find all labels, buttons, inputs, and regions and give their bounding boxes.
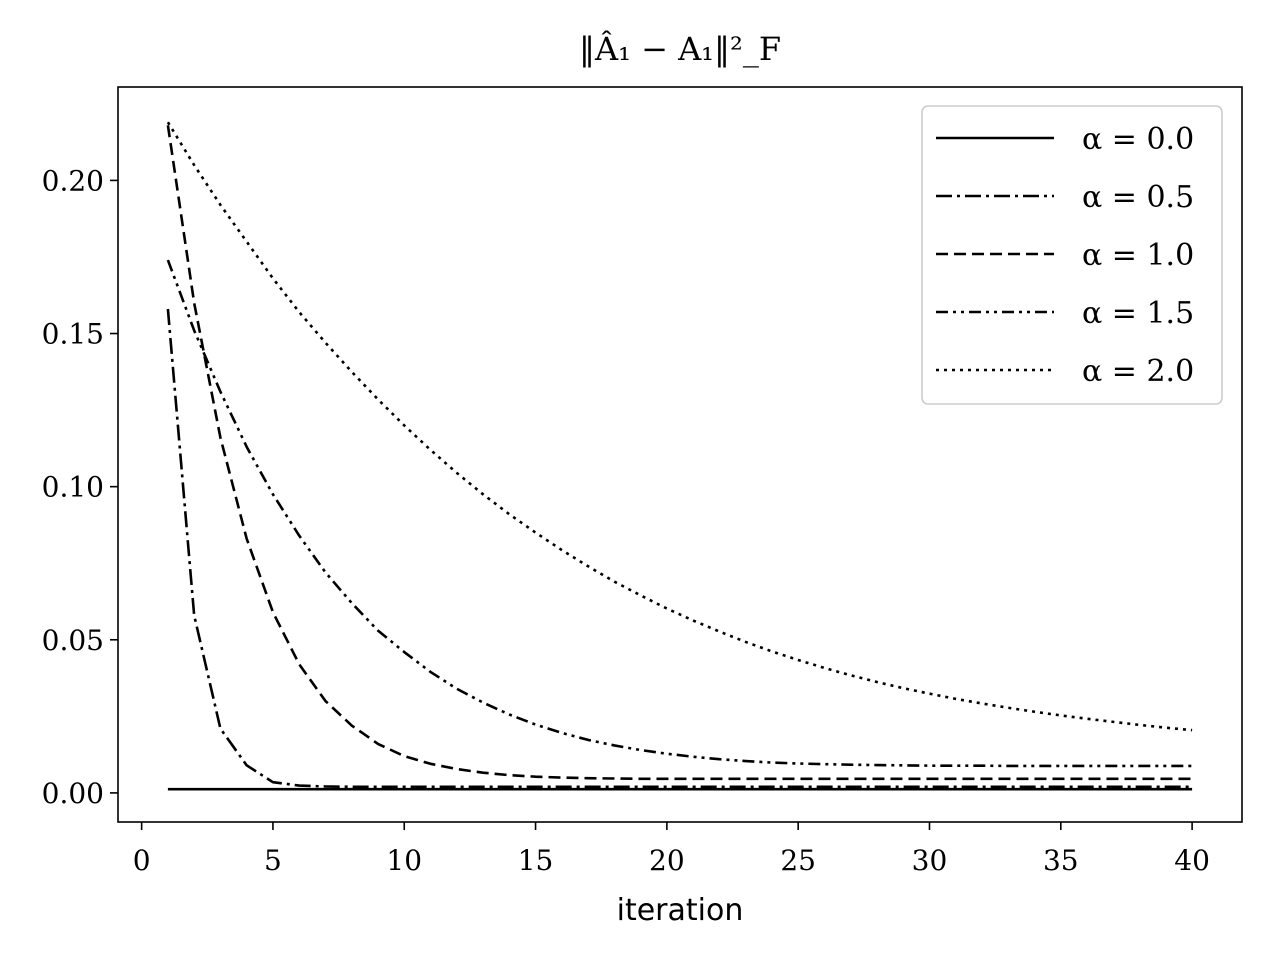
x-tick-label: 15 xyxy=(518,844,554,877)
y-tick-label: 0.20 xyxy=(42,164,104,197)
series-line-2 xyxy=(166,125,1193,781)
x-tick-label: 0 xyxy=(133,844,151,877)
x-axis-label: iteration xyxy=(617,893,744,928)
x-axis-ticks: 0 5 10 15 20 25 30 35 40 xyxy=(133,822,1210,877)
plot-frame xyxy=(117,86,1243,823)
y-tick-label: 0.15 xyxy=(42,318,104,351)
y-tick-label: 0.00 xyxy=(42,777,104,810)
legend-box xyxy=(921,105,1223,405)
x-tick-label: 30 xyxy=(912,844,948,877)
y-axis-ticks: 0.00 0.05 0.10 0.15 0.20 xyxy=(42,164,118,810)
legend-label-3: α = 1.5 xyxy=(1082,296,1194,331)
series-line-4 xyxy=(166,121,1193,732)
x-tick-label: 25 xyxy=(780,844,816,877)
y-tick-label: 0.05 xyxy=(42,624,104,657)
x-tick-label: 5 xyxy=(264,844,282,877)
series-line-1 xyxy=(166,308,1193,789)
legend-label-4: α = 2.0 xyxy=(1082,354,1194,389)
x-tick-label: 10 xyxy=(386,844,422,877)
x-tick-label: 20 xyxy=(649,844,685,877)
legend-label-0: α = 0.0 xyxy=(1082,122,1194,157)
y-tick-label: 0.10 xyxy=(42,471,104,504)
legend-items: α = 0.0 α = 0.5 α = 1.0 α = 1.5 α = 2.0 xyxy=(936,122,1194,389)
x-tick-label: 35 xyxy=(1043,844,1079,877)
legend-label-1: α = 0.5 xyxy=(1082,180,1194,215)
legend-label-2: α = 1.0 xyxy=(1082,238,1194,273)
chart-title: ‖Â₁ − A₁‖²_F xyxy=(579,30,781,68)
legend: α = 0.0 α = 0.5 α = 1.0 α = 1.5 α = 2.0 xyxy=(921,105,1223,405)
series-line-3 xyxy=(166,259,1193,768)
x-tick-label: 40 xyxy=(1174,844,1210,877)
series-layer xyxy=(166,121,1193,791)
